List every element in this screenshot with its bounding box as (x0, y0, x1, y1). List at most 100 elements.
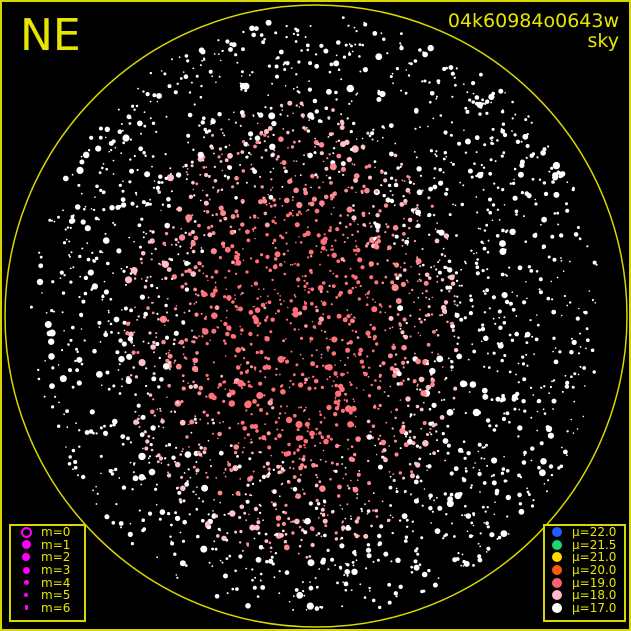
star (339, 566, 343, 570)
star (333, 412, 338, 417)
star (523, 454, 526, 457)
star (118, 204, 122, 209)
star (250, 385, 253, 388)
star (138, 414, 140, 417)
star (195, 461, 198, 463)
star (170, 541, 175, 546)
star (103, 430, 108, 436)
star (472, 564, 475, 567)
star (151, 121, 156, 126)
star (382, 193, 386, 198)
star (68, 254, 71, 256)
star (316, 233, 321, 238)
star (229, 390, 233, 394)
star (267, 472, 271, 476)
star (297, 60, 301, 64)
star (388, 316, 394, 321)
star (287, 306, 289, 309)
star (368, 290, 371, 293)
star (352, 398, 355, 401)
star (300, 113, 305, 118)
star (397, 305, 404, 312)
star (103, 289, 109, 295)
star (279, 533, 284, 538)
star (354, 330, 358, 334)
star (349, 130, 353, 134)
star (190, 240, 196, 247)
star (401, 244, 404, 247)
star (394, 439, 397, 443)
star (291, 129, 295, 132)
star (197, 223, 201, 228)
star (314, 577, 317, 580)
star (101, 251, 104, 254)
star (118, 355, 125, 363)
star (428, 407, 432, 411)
star (195, 493, 197, 496)
star (202, 328, 206, 332)
star (278, 412, 282, 415)
star (410, 208, 415, 213)
star (201, 291, 208, 298)
star (218, 422, 221, 424)
star (372, 492, 375, 495)
star (199, 95, 203, 99)
star (81, 474, 86, 480)
star (453, 300, 456, 303)
star (37, 377, 41, 381)
star (355, 387, 358, 389)
star (74, 359, 77, 363)
star (279, 405, 283, 408)
star (350, 405, 357, 412)
star (105, 167, 108, 171)
star (107, 309, 110, 312)
star (308, 202, 311, 205)
star (354, 553, 357, 557)
star (167, 360, 172, 365)
star (81, 220, 84, 224)
star (460, 284, 463, 287)
star (401, 179, 404, 182)
star (552, 174, 559, 181)
star (250, 153, 252, 156)
star (235, 305, 239, 309)
star (434, 228, 437, 230)
star (368, 366, 371, 369)
star (339, 538, 342, 540)
star (486, 208, 490, 212)
star (436, 79, 441, 83)
star (338, 221, 342, 225)
star (364, 293, 367, 296)
star (139, 294, 145, 300)
star (443, 265, 447, 270)
star (223, 573, 228, 579)
star (271, 406, 275, 410)
star (275, 157, 279, 161)
star (542, 147, 547, 152)
star (44, 360, 46, 362)
star (274, 216, 276, 219)
star (299, 336, 304, 340)
star (179, 339, 185, 345)
star (183, 311, 186, 314)
star (336, 313, 342, 319)
star (289, 466, 292, 469)
star (223, 472, 225, 474)
star (188, 262, 191, 265)
star (418, 457, 422, 461)
star (224, 388, 227, 390)
star (297, 382, 304, 388)
star (145, 202, 150, 206)
star (308, 519, 311, 522)
star (259, 579, 262, 582)
star (166, 197, 171, 202)
star (308, 61, 313, 66)
star (344, 517, 347, 520)
star (193, 363, 196, 366)
star (320, 535, 323, 538)
star (470, 521, 474, 525)
star (418, 446, 422, 449)
star (399, 447, 402, 450)
star (220, 128, 223, 131)
star (315, 365, 319, 368)
